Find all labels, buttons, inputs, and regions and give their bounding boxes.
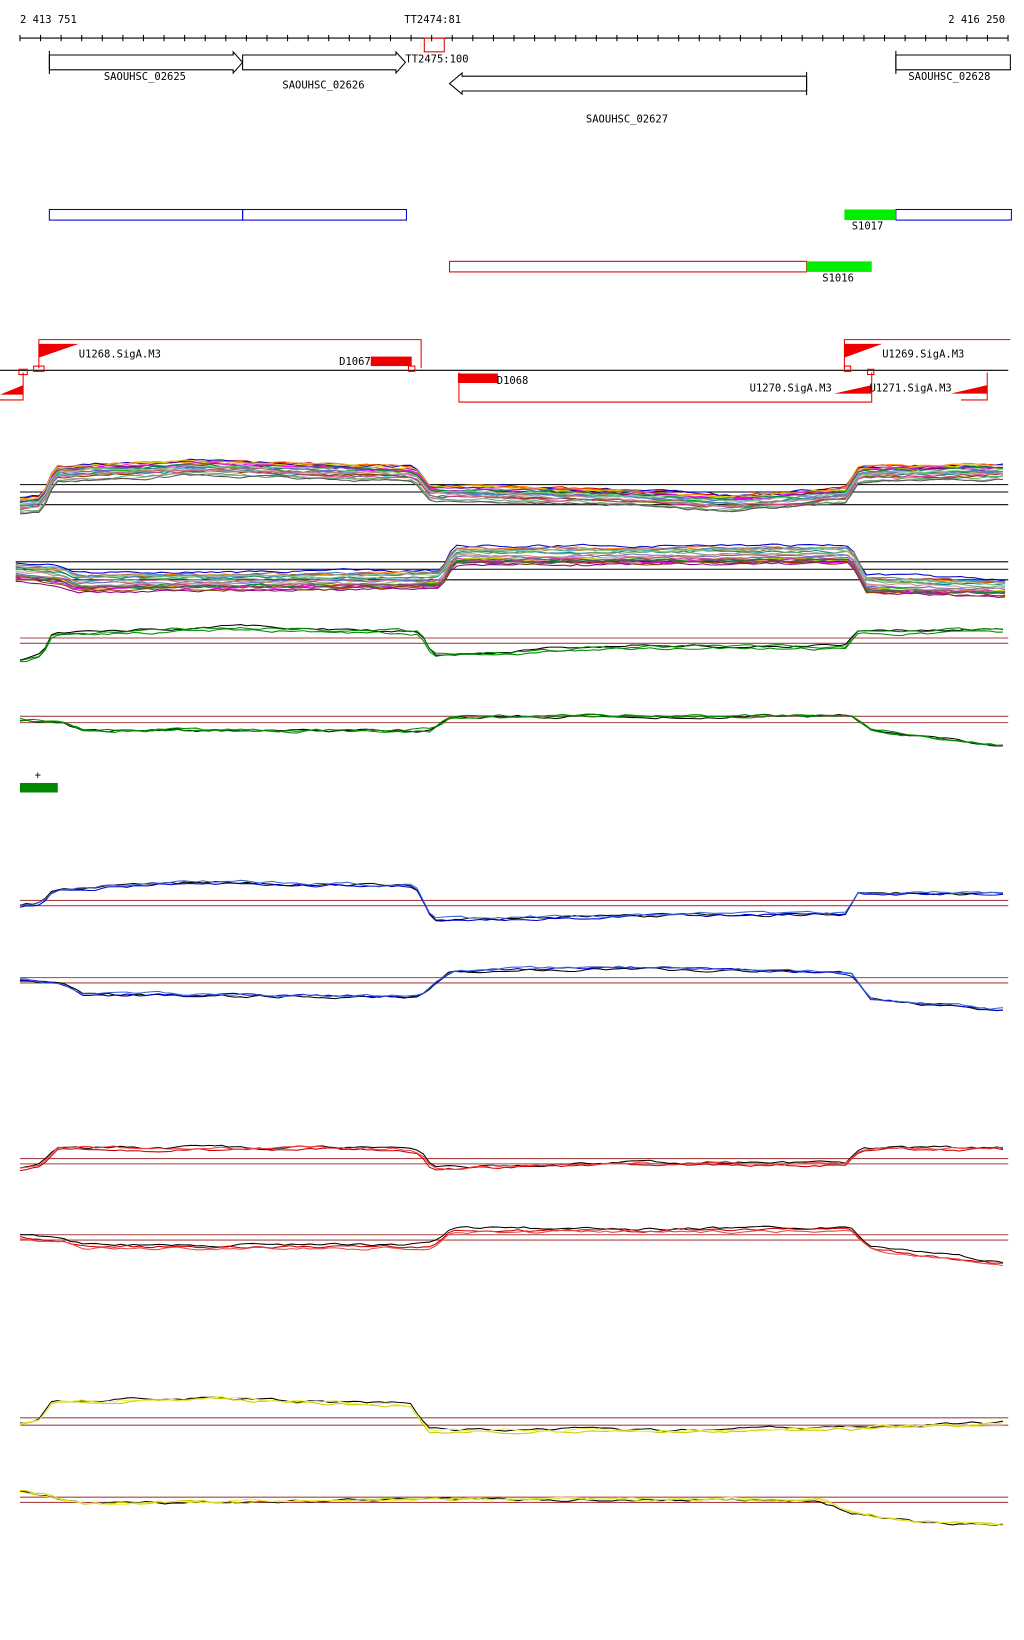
expression-line: [19, 463, 1004, 504]
segment: [448, 260, 808, 273]
expression-line: [19, 1229, 1004, 1267]
promoter-label: U1269.SigA.M3: [882, 348, 964, 360]
ruler-end: 2 416 250: [948, 14, 1005, 26]
segment: [48, 208, 244, 221]
expression-line: [19, 1491, 1004, 1527]
segment: [806, 261, 872, 272]
expression-line: [19, 462, 1004, 503]
gene-arrow: [448, 71, 808, 96]
expression-line: [15, 547, 1006, 586]
segments: [48, 208, 1012, 273]
expression-line: [19, 1146, 1004, 1172]
tick-box: [866, 368, 875, 376]
terminator-box: [423, 37, 445, 53]
genes: [48, 50, 1011, 96]
expression-line: [19, 966, 1004, 1012]
d-label: D1068: [497, 375, 529, 387]
strand-box: [19, 782, 58, 793]
strand-label: +: [35, 770, 41, 782]
ruler-marker: TT2474:81: [404, 14, 461, 26]
promoter: [833, 385, 872, 394]
promoter-label: U1270.SigA.M3: [750, 382, 832, 394]
expression-line: [19, 1225, 1004, 1264]
expression-line: [19, 881, 1004, 922]
expression-line: [19, 882, 1004, 922]
ruler-start: 2 413 751: [20, 14, 77, 26]
gene-arrow: [48, 50, 244, 75]
expression-line: [19, 469, 1003, 511]
expression-line: [19, 967, 1004, 1011]
ruler: 2 413 751 TT2474:81 2 416 250: [19, 14, 1009, 53]
expression-line: [19, 1227, 1004, 1264]
tick-box: [33, 365, 45, 372]
region: [843, 339, 1011, 369]
expression-line: [15, 558, 1006, 595]
expression-line: [15, 550, 1006, 588]
d-label: D1067: [339, 356, 371, 368]
expression-line: [19, 1490, 1004, 1526]
promoter: [38, 343, 79, 358]
expression-line: [19, 965, 1004, 1010]
segment: [895, 208, 1012, 221]
expression-line: [15, 552, 1006, 590]
segment-label: S1016: [822, 272, 854, 284]
gene-label: SAOUHSC_02626: [282, 80, 364, 92]
expression-line: [19, 1145, 1004, 1171]
promoter-label: U1268.SigA.M3: [79, 348, 161, 360]
expression-line: [19, 1396, 1004, 1433]
segment: [242, 208, 407, 221]
promoter-label: U1271.SigA.M3: [870, 382, 952, 394]
expression-line: [15, 560, 1006, 597]
promoter: [0, 385, 24, 395]
segment-label: S1017: [852, 220, 884, 232]
gene-label: SAOUHSC_02628: [908, 71, 990, 83]
promoter-track: [0, 339, 1011, 403]
expression-line: [15, 543, 1006, 582]
expression-tracks: [15, 458, 1009, 1527]
d-box: [457, 373, 498, 384]
segment: [844, 209, 896, 221]
gene-label: SAOUHSC_02625: [104, 71, 186, 83]
terminator-label: TT2475:100: [405, 53, 468, 65]
expression-line: [19, 627, 1003, 662]
d-box: [370, 356, 412, 367]
expression-line: [19, 460, 1004, 501]
expression-line: [15, 556, 1006, 593]
region: [0, 372, 24, 401]
expression-line: [19, 713, 1004, 746]
gene-arrow: [242, 50, 407, 75]
gene-box: [895, 54, 1011, 71]
expression-line: [19, 1397, 1004, 1435]
region: [960, 372, 988, 401]
promoter: [950, 385, 988, 394]
tick-box: [18, 368, 28, 376]
expression-line: [19, 469, 1004, 508]
gene-label: SAOUHSC_02627: [586, 114, 668, 126]
expression-line: [19, 879, 1004, 919]
expression-line: [19, 628, 1004, 663]
expression-line: [19, 471, 1004, 513]
expression-line: [19, 464, 1004, 506]
expression-line: [19, 1396, 1004, 1432]
expression-line: [19, 473, 1004, 515]
promoter: [844, 343, 883, 358]
tick-box: [843, 365, 852, 372]
expression-line: [19, 1489, 1004, 1526]
